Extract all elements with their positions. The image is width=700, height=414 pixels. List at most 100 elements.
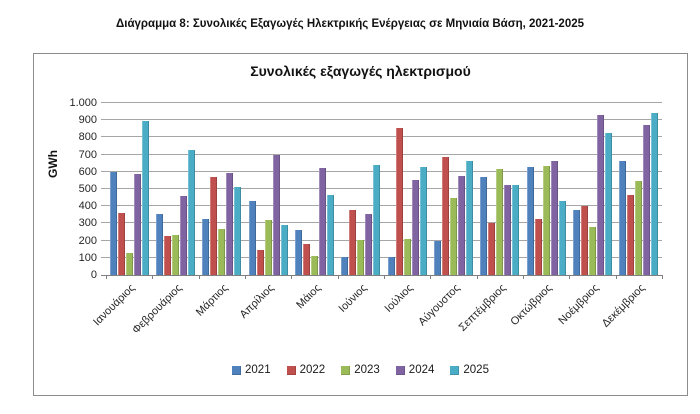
- bar-2023-1: [125, 253, 133, 275]
- bar-2022-8: [441, 157, 449, 275]
- x-tick-label: Απρίλιος: [237, 282, 277, 321]
- bar-2023-8: [449, 198, 457, 275]
- bar-2024-11: [596, 115, 604, 275]
- gridline: [101, 205, 662, 207]
- x-tick-label: Φεβρουάριος: [129, 282, 184, 337]
- bar-2021-2: [155, 214, 163, 275]
- bar-group-8: [430, 103, 476, 275]
- x-axis-line: [101, 275, 662, 276]
- x-tick-label: Αύγουστος: [415, 282, 462, 329]
- bar-2025-4: [280, 225, 288, 275]
- bar-2025-2: [187, 150, 195, 275]
- x-axis-tick: [245, 275, 246, 279]
- bar-group-2: [152, 103, 198, 275]
- gridline: [101, 256, 662, 258]
- legend-item-2022: 2022: [286, 364, 325, 376]
- figure-caption: Διάγραμμα 8: Συνολικές Εξαγωγές Ηλεκτρικ…: [115, 18, 585, 30]
- bar-2025-12: [651, 113, 659, 275]
- bar-2022-2: [163, 236, 171, 275]
- x-axis-tick: [384, 275, 385, 279]
- bar-group-12: [616, 103, 662, 275]
- y-tick-label: 900: [78, 114, 97, 127]
- legend-swatch-icon: [395, 365, 405, 375]
- bar-2021-10: [526, 167, 534, 275]
- bar-2021-6: [341, 257, 349, 275]
- legend-item-2021: 2021: [232, 364, 271, 376]
- y-tick-label: 800: [78, 131, 97, 144]
- bar-2022-12: [627, 195, 635, 275]
- gridline: [101, 102, 662, 103]
- x-tick-label: Ιούνιος: [336, 282, 370, 315]
- bar-2023-2: [171, 235, 179, 275]
- bar-group-5: [291, 103, 337, 275]
- bar-2023-11: [588, 227, 596, 275]
- x-axis-tick: [106, 275, 107, 279]
- bar-group-3: [199, 103, 245, 275]
- legend-swatch-icon: [341, 365, 351, 375]
- y-tick-label: 700: [78, 148, 97, 161]
- bar-2024-4: [272, 155, 280, 275]
- x-axis-tick: [430, 275, 432, 279]
- bar-2022-1: [117, 213, 125, 275]
- legend-item-2025: 2025: [450, 364, 489, 376]
- gridline: [101, 136, 662, 138]
- bar-2022-5: [302, 244, 310, 275]
- x-axis-tick: [569, 275, 571, 279]
- bar-2025-6: [373, 165, 381, 275]
- bar-2022-6: [349, 210, 357, 275]
- bar-2021-11: [572, 210, 580, 275]
- x-axis-tick: [152, 275, 154, 279]
- bar-2021-12: [619, 161, 627, 275]
- bar-2024-10: [550, 161, 558, 275]
- x-tick-label: Σεπτέμβριος: [456, 282, 509, 334]
- bar-2025-11: [604, 133, 612, 275]
- bar-2023-3: [218, 229, 226, 275]
- legend-swatch-icon: [232, 365, 242, 375]
- bar-2021-3: [202, 219, 210, 275]
- bar-2021-5: [294, 230, 302, 275]
- gridline: [101, 170, 662, 172]
- bar-2022-3: [210, 177, 218, 275]
- x-tick-label: Ιανουάριος: [91, 282, 138, 329]
- y-tick-label: 1.000: [69, 97, 97, 109]
- legend: 2021 2022 2023 2024 2025: [34, 364, 687, 376]
- x-axis-tick: [476, 275, 478, 279]
- bar-2024-9: [504, 185, 512, 275]
- bar-2022-9: [488, 223, 496, 275]
- legend-swatch-icon: [286, 365, 296, 375]
- bar-2025-5: [326, 195, 334, 275]
- bar-2021-1: [109, 172, 117, 275]
- x-tick-label: Ιούλιος: [382, 282, 416, 315]
- x-axis-tick: [198, 275, 200, 279]
- x-axis-tick: [337, 275, 339, 279]
- bar-2024-12: [643, 125, 651, 275]
- bar-2024-1: [133, 174, 141, 275]
- bar-2022-10: [534, 219, 542, 275]
- y-tick-label: 200: [78, 234, 97, 247]
- bar-group-6: [338, 103, 384, 275]
- bar-2025-9: [512, 185, 520, 275]
- x-axis-tick: [291, 275, 293, 279]
- bar-2025-10: [558, 201, 566, 275]
- chart-frame: Συνολικές εξαγωγές ηλεκτρισμού GWh 0 100 2…: [33, 53, 688, 396]
- bar-2024-7: [411, 180, 419, 275]
- bar-2023-4: [264, 220, 272, 275]
- bar-2023-5: [310, 256, 318, 275]
- legend-label: 2024: [408, 364, 435, 376]
- x-tick-label: Μάρτιος: [193, 282, 231, 319]
- y-tick-label: 100: [78, 251, 97, 264]
- legend-label: 2023: [354, 364, 380, 376]
- bar-group-4: [245, 103, 291, 275]
- bar-2023-9: [496, 169, 504, 275]
- legend-item-2023: 2023: [341, 364, 380, 376]
- y-tick-label: 400: [78, 200, 97, 213]
- bar-2024-5: [318, 168, 326, 275]
- bar-2025-8: [465, 161, 473, 275]
- gridline: [101, 222, 662, 224]
- bar-2025-3: [234, 187, 242, 275]
- gridline: [101, 188, 662, 189]
- bar-group-10: [523, 103, 569, 275]
- bar-2021-8: [433, 241, 441, 275]
- bar-2025-1: [141, 121, 149, 275]
